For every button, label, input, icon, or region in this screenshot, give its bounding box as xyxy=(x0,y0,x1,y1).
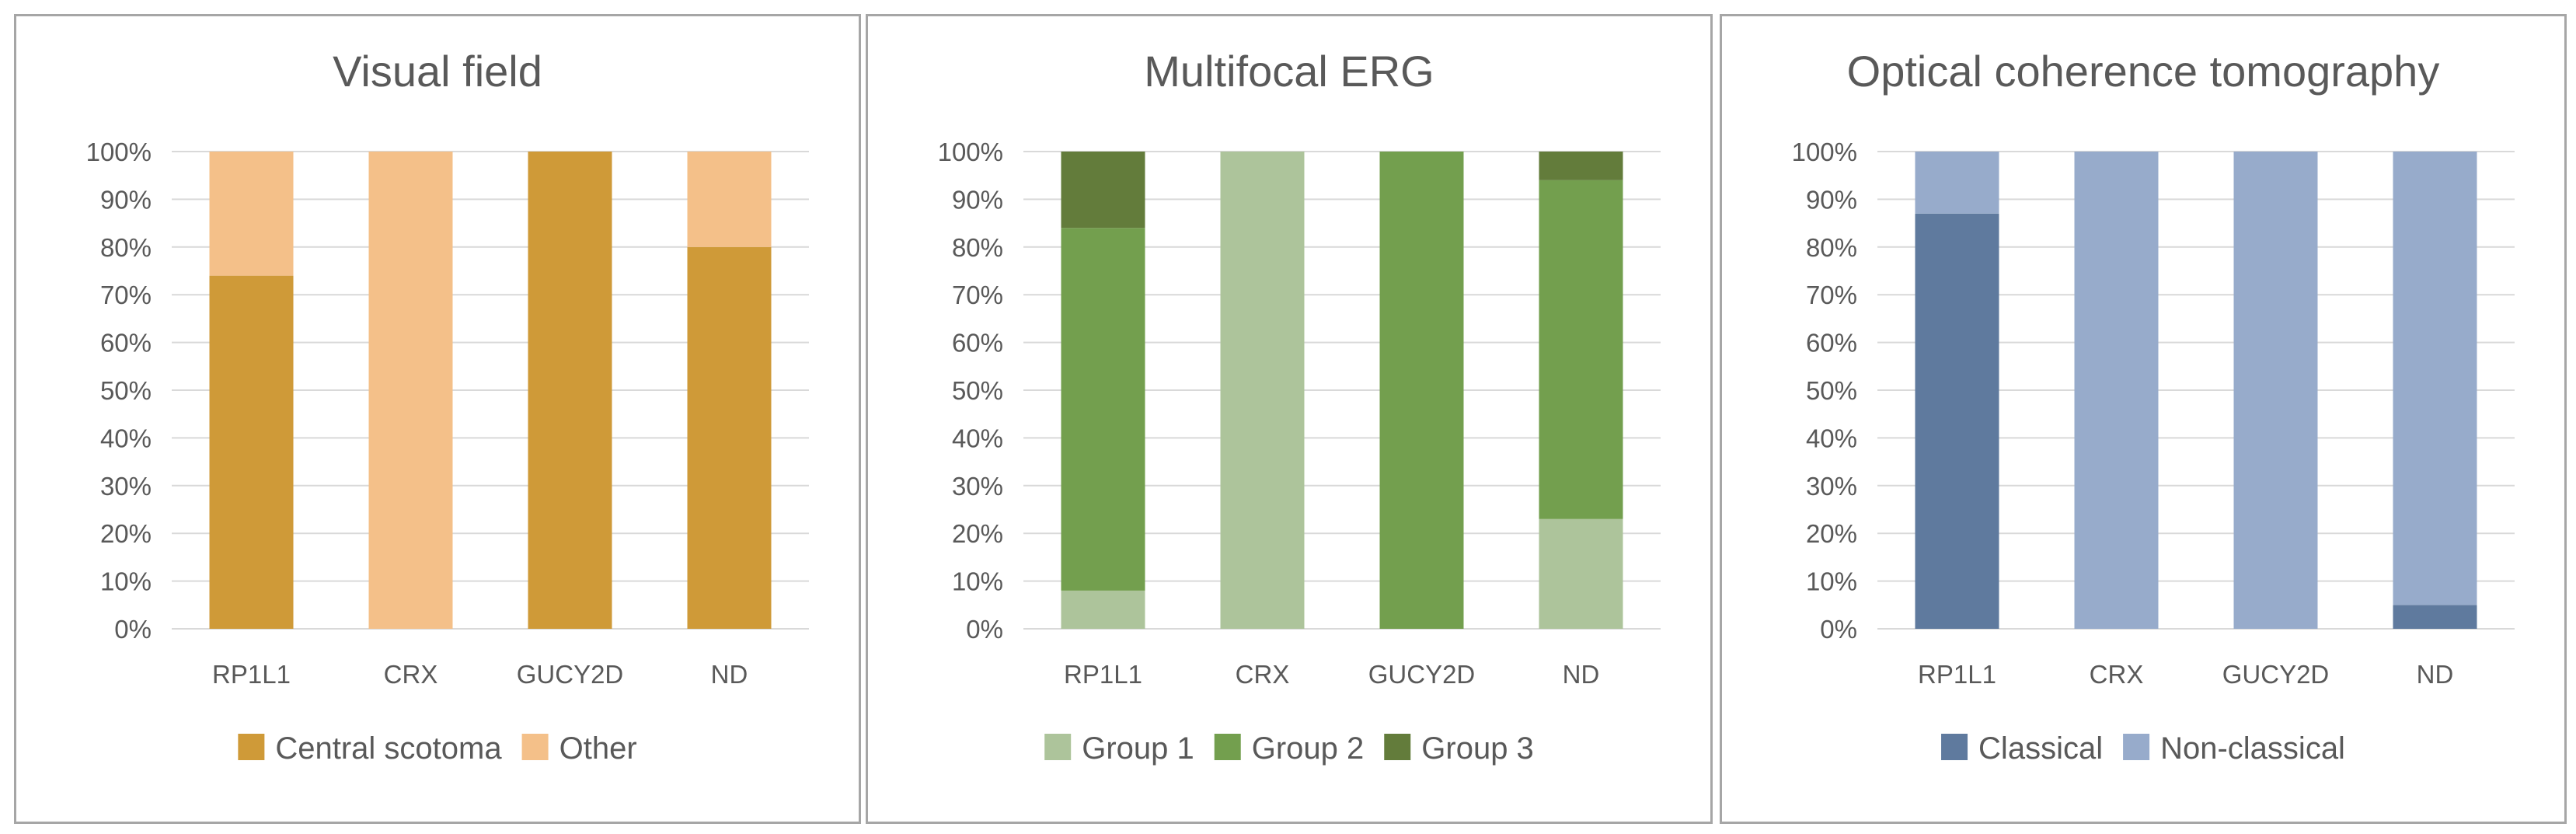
legend-swatch xyxy=(521,734,549,760)
y-tick-label: 20% xyxy=(952,519,1003,548)
legend-item-non-classical: Non-classical xyxy=(2123,731,2345,766)
y-tick-label: 50% xyxy=(1806,376,1857,405)
bar-segment-central-scotoma-gucy2d xyxy=(528,152,612,629)
bar-segment-group-1-nd xyxy=(1539,518,1623,629)
x-tick-label: GUCY2D xyxy=(517,660,624,689)
chart-title: Visual field xyxy=(333,47,542,96)
y-tick-label: 0% xyxy=(1820,615,1857,644)
chart-panel-visual-field: Visual field 0% 10% 20% 30% 40% 50% 60% 70% 80% 90… xyxy=(14,14,861,824)
x-tick-label: RP1L1 xyxy=(1918,660,1996,689)
x-tick-label: GUCY2D xyxy=(1368,660,1476,689)
legend-item-group-3: Group 3 xyxy=(1384,731,1534,766)
y-tick-label: 20% xyxy=(100,519,152,548)
bar-segment-other-crx xyxy=(368,152,453,629)
chart-title: Optical coherence tomography xyxy=(1847,47,2440,96)
x-tick-label: RP1L1 xyxy=(1064,660,1142,689)
bar-segment-non-classical-crx xyxy=(2074,152,2159,629)
y-tick-label: 10% xyxy=(1806,567,1857,596)
bar-segment-other-nd xyxy=(687,152,772,247)
y-tick-label: 100% xyxy=(86,138,152,166)
bar-segment-group-2-gucy2d xyxy=(1379,152,1464,629)
legend-swatch xyxy=(1044,734,1072,760)
legend-label: Group 2 xyxy=(1252,731,1365,766)
chart-svg: Multifocal ERG 0% 10% 20% 30% 40% 50% 60% 70% 80%… xyxy=(938,47,1661,766)
y-tick-label: 80% xyxy=(100,233,152,262)
bar-segment-group-2-nd xyxy=(1539,180,1623,519)
y-tick-label: 30% xyxy=(952,472,1003,501)
legend-label: Group 1 xyxy=(1082,731,1194,766)
y-tick-label: 80% xyxy=(1806,233,1857,262)
bar-segment-non-classical-nd xyxy=(2393,152,2477,605)
legend-label: Central scotoma xyxy=(275,731,502,766)
y-tick-label: 100% xyxy=(1792,138,1857,166)
bar-segment-non-classical-rp1l1 xyxy=(1915,152,1999,214)
y-tick-label: 40% xyxy=(1806,424,1857,452)
chart-svg: Visual field 0% 10% 20% 30% 40% 50% 60% 70% 80% 90… xyxy=(86,47,809,766)
legend-swatch xyxy=(1214,734,1241,760)
y-tick-label: 10% xyxy=(952,567,1003,596)
y-tick-label: 90% xyxy=(100,185,152,214)
y-tick-label: 100% xyxy=(938,138,1003,166)
y-tick-label: 70% xyxy=(100,281,152,309)
legend-swatch xyxy=(1941,734,1968,760)
chart-panel-oct: Optical coherence tomography 0% 10% 20% 30% 4… xyxy=(1720,14,2567,824)
legend-item-classical: Classical xyxy=(1941,731,2103,766)
y-tick-label: 70% xyxy=(952,281,1003,309)
legend-item-central-scotoma: Central scotoma xyxy=(238,731,502,766)
y-tick-label: 70% xyxy=(1806,281,1857,309)
bar-segment-non-classical-gucy2d xyxy=(2233,152,2318,629)
bar-segment-group-2-rp1l1 xyxy=(1061,228,1145,591)
x-tick-label: RP1L1 xyxy=(212,660,291,689)
y-tick-label: 90% xyxy=(952,185,1003,214)
legend-label: Non-classical xyxy=(2160,731,2345,766)
chart-title: Multifocal ERG xyxy=(1144,47,1434,96)
x-tick-label: ND xyxy=(1563,660,1600,689)
bar-segment-group-3-rp1l1 xyxy=(1061,152,1145,229)
legend-label: Other xyxy=(559,731,637,766)
x-tick-label: ND xyxy=(711,660,748,689)
y-tick-label: 0% xyxy=(966,615,1003,644)
bar-segment-other-rp1l1 xyxy=(209,152,294,276)
bar-segment-classical-nd xyxy=(2393,605,2477,629)
x-tick-label: GUCY2D xyxy=(2222,660,2330,689)
y-tick-label: 30% xyxy=(100,472,152,501)
x-tick-label: CRX xyxy=(384,660,438,689)
y-tick-label: 30% xyxy=(1806,472,1857,501)
x-tick-label: ND xyxy=(2417,660,2454,689)
legend-swatch xyxy=(2123,734,2150,760)
chart-panel-multifocal-erg: Multifocal ERG 0% 10% 20% 30% 40% 50% 60% 70% 80%… xyxy=(866,14,1713,824)
y-tick-label: 80% xyxy=(952,233,1003,262)
legend: Central scotoma Other xyxy=(238,731,637,766)
y-tick-label: 60% xyxy=(1806,329,1857,358)
bar-segment-central-scotoma-nd xyxy=(687,246,772,629)
legend-item-other: Other xyxy=(521,731,637,766)
legend: Group 1 Group 2 Group 3 xyxy=(1044,731,1534,766)
legend: Classical Non-classical xyxy=(1941,731,2345,766)
bar-segment-central-scotoma-rp1l1 xyxy=(209,275,294,629)
y-tick-label: 50% xyxy=(100,376,152,405)
bar-segment-group-3-nd xyxy=(1539,152,1623,180)
y-tick-label: 40% xyxy=(952,424,1003,452)
y-tick-label: 0% xyxy=(114,615,152,644)
legend-item-group-1: Group 1 xyxy=(1044,731,1194,766)
legend-swatch xyxy=(1384,734,1411,760)
bar-segment-group-1-crx xyxy=(1220,152,1305,629)
bar-segment-group-1-rp1l1 xyxy=(1061,590,1145,629)
chart-svg: Optical coherence tomography 0% 10% 20% 30% 4… xyxy=(1792,47,2515,766)
y-tick-label: 50% xyxy=(952,376,1003,405)
y-tick-label: 60% xyxy=(952,329,1003,358)
y-tick-label: 90% xyxy=(1806,185,1857,214)
legend-label: Classical xyxy=(1978,731,2103,766)
legend-item-group-2: Group 2 xyxy=(1214,731,1365,766)
y-tick-label: 10% xyxy=(100,567,152,596)
x-tick-label: CRX xyxy=(2090,660,2144,689)
legend-swatch xyxy=(238,734,265,760)
legend-label: Group 3 xyxy=(1421,731,1534,766)
y-tick-label: 60% xyxy=(100,329,152,358)
x-tick-label: CRX xyxy=(1236,660,1290,689)
bar-segment-classical-rp1l1 xyxy=(1915,213,1999,629)
y-tick-label: 20% xyxy=(1806,519,1857,548)
y-tick-label: 40% xyxy=(100,424,152,452)
